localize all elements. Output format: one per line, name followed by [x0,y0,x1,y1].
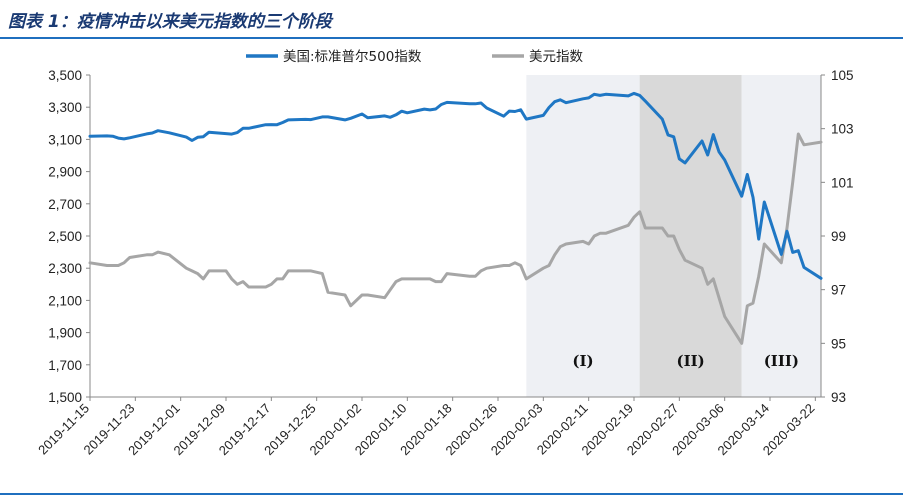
y-left-tick-label: 2,700 [48,197,82,212]
title-rule-top [0,37,903,39]
y-left-tick-label: 1,700 [48,358,82,373]
phase-label-3: (III) [764,352,799,370]
legend-label-spx: 美国:标准普尔500指数 [283,49,422,65]
series-lines [88,91,823,345]
y-right-tick-label: 105 [831,68,854,83]
y-left-tick-label: 2,100 [48,293,82,308]
y-left-tick-label: 2,900 [48,165,82,180]
phase-band-3 [741,75,821,397]
phase-band-1 [526,75,640,397]
phase-bands [526,75,821,397]
y-right-tick-label: 103 [831,122,854,137]
y-left-tick-label: 3,300 [48,100,82,115]
legend-label-dxy: 美元指数 [529,49,583,65]
legend: 美国:标准普尔500指数 美元指数 [246,49,583,65]
y-left-tick-label: 2,500 [48,229,82,244]
y-left-tick-label: 1,900 [48,326,82,341]
y-left-tick-label: 1,500 [48,390,82,405]
y-right-tick-label: 101 [831,175,854,190]
y-right-tick-label: 97 [831,283,846,298]
axes: 1,500 1,700 1,900 2,100 2,300 2,500 2,700 2,900… [35,68,853,458]
y-left-tick-label: 2,300 [48,261,82,276]
chart-title: 图表 1：疫情冲击以来美元指数的三个阶段 [8,12,332,32]
phase-band-2 [639,75,742,397]
y-left-tick-label: 3,500 [48,68,82,83]
phase-labels: (I) (II) (III) [572,352,799,370]
y-left-tick-label: 3,100 [48,132,82,147]
y-right-tick-label: 95 [831,336,846,351]
series-line-dxy [88,132,823,345]
series-line-spx [88,91,823,280]
title-rule-bottom [0,493,903,495]
y-right-tick-label: 93 [831,390,846,405]
phase-label-2: (II) [677,352,705,370]
y-right-tick-label: 99 [831,229,846,244]
phase-label-1: (I) [572,352,593,370]
